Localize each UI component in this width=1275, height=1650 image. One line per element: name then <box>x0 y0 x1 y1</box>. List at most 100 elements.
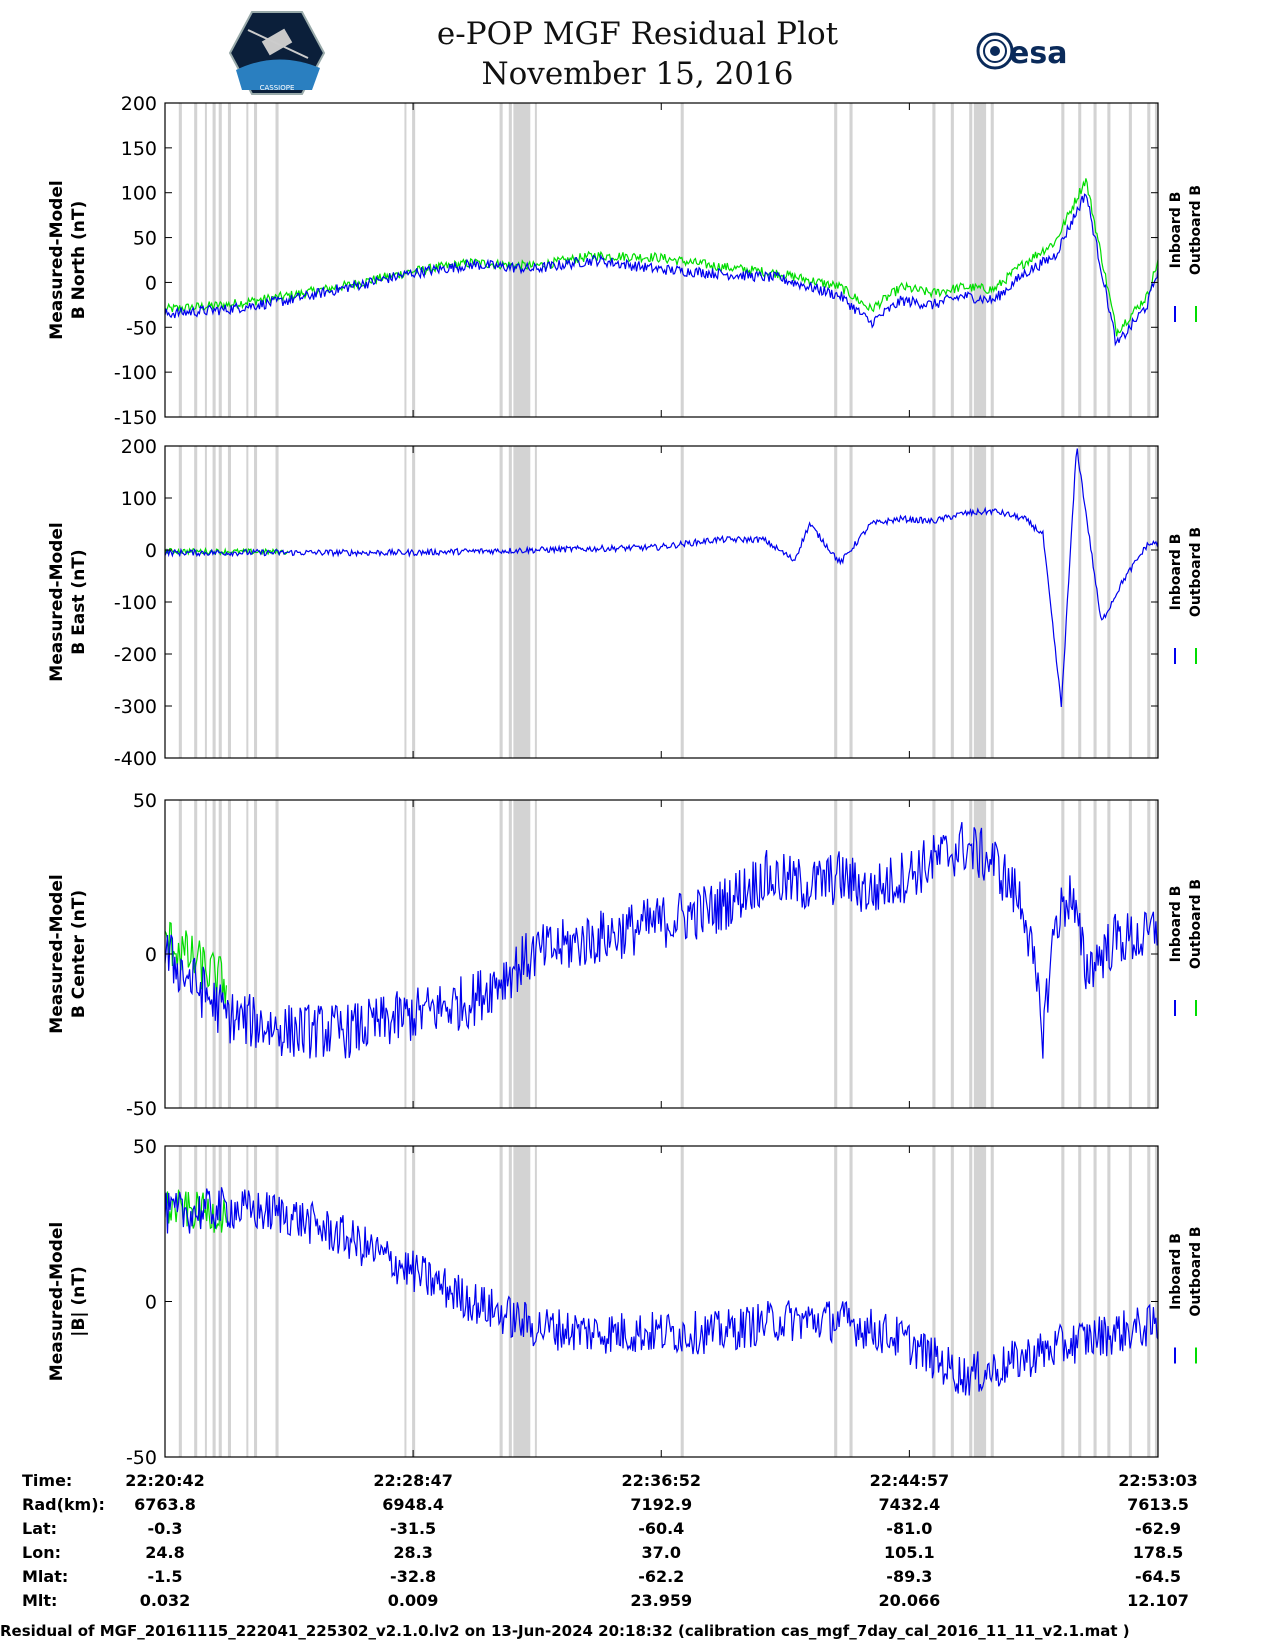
data-gap-bar <box>246 446 249 758</box>
data-gap-bar <box>412 1146 416 1457</box>
data-gap-bar <box>990 446 994 758</box>
data-gap-bar <box>1128 103 1132 417</box>
info-cell: -89.3 <box>886 1567 932 1586</box>
data-gap-bar <box>404 103 407 417</box>
info-cell: 7613.5 <box>1127 1495 1189 1514</box>
panel-2: 200 100 0 -100 -200 -300 -400 Measured-Model B E… <box>47 436 1204 770</box>
info-cell: 24.8 <box>145 1543 184 1562</box>
info-cell: 6763.8 <box>134 1495 196 1514</box>
plot-frame <box>164 445 1159 759</box>
series-line-inboard <box>165 1187 1158 1396</box>
title-text: e-POP MGF Residual Plot <box>436 16 839 52</box>
data-gap-bar <box>227 446 231 758</box>
data-gap-bar <box>973 446 987 758</box>
data-gap-bar <box>1093 800 1097 1108</box>
data-gap-bar <box>534 103 537 417</box>
data-gap-bar <box>275 446 279 758</box>
info-cell: 105.1 <box>884 1543 935 1562</box>
info-row-label: Time: <box>22 1471 72 1490</box>
y-tick-label: 0 <box>145 540 157 562</box>
info-cell: 20.066 <box>878 1591 940 1610</box>
y-tick-label: -300 <box>114 696 157 718</box>
info-cell: 7432.4 <box>878 1495 940 1514</box>
info-cell: 22:53:03 <box>1118 1471 1198 1490</box>
y-tick-label: 0 <box>145 944 157 966</box>
data-gap-bar <box>508 800 512 1108</box>
y-axis-label: Measured-Model B Center (nT) <box>47 874 89 1033</box>
info-cell: 22:20:42 <box>125 1471 205 1490</box>
orbit-info-table: Time: Rad(km): Lat: Lon: Mlat: Mlt: 22:20:42 67… <box>22 1471 1198 1610</box>
data-gap-bar <box>969 446 973 758</box>
data-gap-bar <box>246 103 249 417</box>
info-cell: -64.5 <box>1135 1567 1181 1586</box>
series-line-inboard <box>165 193 1158 347</box>
data-gap-bar <box>212 1146 216 1457</box>
plot-frame <box>164 799 1159 1109</box>
series-line-inboard <box>165 448 1158 708</box>
data-gap-bar <box>680 1146 684 1457</box>
data-gap-bar <box>1093 446 1097 758</box>
data-gap-bar <box>178 800 182 1108</box>
data-gap-bar <box>950 446 954 758</box>
data-gap-bar <box>178 103 182 417</box>
info-cell: -62.9 <box>1135 1519 1181 1538</box>
data-gap-bar <box>950 103 954 417</box>
data-gap-bar <box>834 103 838 417</box>
data-gap-bar <box>194 103 198 417</box>
y-axis-label: Measured-Model B North (nT) <box>47 180 89 339</box>
series-line-inboard <box>165 821 1158 1059</box>
series-line-outboard <box>165 178 1158 337</box>
legend-outboard-label: Outboard B <box>1188 527 1204 617</box>
data-gap-bar <box>412 103 416 417</box>
info-row-label: Mlt: <box>22 1591 57 1610</box>
data-gap-bar <box>508 103 512 417</box>
data-gap-bar <box>246 800 249 1108</box>
data-gap-bar <box>1061 1146 1065 1457</box>
y-tick-label: -100 <box>114 362 157 384</box>
info-cell: -81.0 <box>886 1519 932 1538</box>
data-gap-bar <box>204 446 207 758</box>
legend-inboard-label: Inboard B <box>1168 534 1184 611</box>
data-gap-bar <box>1128 446 1132 758</box>
legend-inboard-label: Inboard B <box>1168 1233 1184 1310</box>
data-gap-bar <box>680 800 684 1108</box>
data-gap-bar <box>932 446 936 758</box>
info-cell: 22:28:47 <box>373 1471 453 1490</box>
data-gap-bar <box>178 1146 182 1457</box>
data-gap-bar <box>513 1146 531 1457</box>
info-cell: -32.8 <box>390 1567 436 1586</box>
data-gap-bar <box>1093 1146 1097 1457</box>
data-gap-bar <box>275 800 279 1108</box>
data-gap-bar <box>680 446 684 758</box>
data-gap-bar <box>1128 1146 1132 1457</box>
data-gap-bar <box>508 446 512 758</box>
data-gap-bar <box>1078 1146 1082 1457</box>
y-axis-label-line2: |B| (nT) <box>69 1266 89 1337</box>
info-cell: 6948.4 <box>382 1495 444 1514</box>
legend: Inboard B Outboard B <box>1168 1226 1204 1316</box>
data-gap-bar <box>254 103 258 417</box>
y-tick-label: 200 <box>121 93 157 115</box>
data-gap-bar <box>969 800 973 1108</box>
data-gap-bar <box>834 800 838 1108</box>
data-gap-bar <box>1107 1146 1111 1457</box>
legend-outboard-label: Outboard B <box>1188 185 1204 275</box>
panel-3: 50 0 -50 Measured-Model B Center (nT) Inboard… <box>47 790 1204 1120</box>
data-gap-bar <box>849 446 853 758</box>
chart-title: e-POP MGF Residual Plot November 15, 201… <box>0 14 1275 94</box>
data-gap-bar <box>1154 103 1158 417</box>
data-gap-bar <box>834 446 838 758</box>
data-gap-bar <box>1078 446 1082 758</box>
data-gap-bar <box>254 800 258 1108</box>
y-tick-label: -200 <box>114 644 157 666</box>
data-gap-bar <box>254 1146 258 1457</box>
data-gap-bar <box>950 800 954 1108</box>
data-gap-bar <box>212 103 216 417</box>
legend-outboard-label: Outboard B <box>1188 1226 1204 1316</box>
data-gap-bar <box>1078 800 1082 1108</box>
data-gap-bar <box>227 800 231 1108</box>
data-gap-bar <box>1061 446 1065 758</box>
info-cell: 0.009 <box>388 1591 439 1610</box>
data-gap-bar <box>932 1146 936 1457</box>
data-gap-bar <box>412 446 416 758</box>
